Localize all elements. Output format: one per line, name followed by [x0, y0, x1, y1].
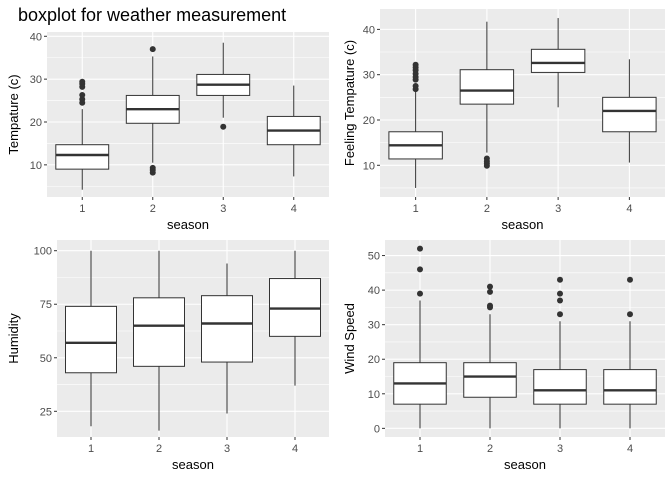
- outlier-point: [79, 92, 86, 98]
- figure-title: boxplot for weather measurement: [18, 5, 286, 25]
- box-season-4: [269, 250, 321, 386]
- box-season-1: [393, 245, 447, 429]
- y-tick-label: 20: [368, 354, 380, 366]
- y-tick-label: 20: [363, 115, 375, 127]
- y-tick-label: 10: [30, 160, 42, 172]
- iqr-box: [533, 369, 587, 405]
- x-tick-label: 1: [417, 443, 423, 455]
- chart-panel-3: 25 50 75 100 1 2 3 4 season Humidity: [6, 240, 329, 472]
- box-season-4: [603, 276, 657, 429]
- x-tick-label: 3: [224, 443, 230, 455]
- x-axis-title: season: [504, 457, 546, 472]
- outlier-point: [627, 311, 633, 318]
- y-tick-label: 40: [30, 31, 42, 43]
- x-axis-title: season: [172, 457, 214, 472]
- x-tick-label: 3: [555, 203, 561, 215]
- x-axis-title: season: [167, 217, 209, 232]
- box-season-4: [602, 59, 657, 163]
- x-tick-label: 4: [292, 443, 298, 455]
- box-season-2: [463, 283, 517, 429]
- outlier-point: [627, 276, 633, 283]
- outlier-point: [487, 283, 493, 290]
- outlier-point: [412, 61, 419, 68]
- plot-background: [47, 32, 329, 197]
- y-tick-label: 10: [363, 160, 375, 172]
- y-axis-title: Tempature (c): [6, 74, 21, 154]
- y-tick-label: 50: [40, 353, 52, 365]
- x-tick-label: 2: [487, 443, 493, 455]
- outlier-point: [557, 290, 563, 297]
- x-tick-label: 2: [484, 203, 490, 215]
- outlier-point: [483, 155, 490, 162]
- outlier-point: [79, 96, 86, 103]
- outlier-point: [487, 302, 493, 309]
- y-tick-label: 25: [40, 406, 52, 418]
- x-tick-label: 2: [156, 443, 162, 455]
- outlier-point: [220, 123, 227, 130]
- x-tick-label: 4: [291, 203, 297, 215]
- box-season-1: [388, 61, 443, 188]
- box-season-3: [533, 276, 587, 429]
- iqr-box: [459, 69, 515, 105]
- plot-background: [385, 240, 665, 437]
- chart-panel-1: 10 20 30 40 1 2 3 4 season Tempature (c): [6, 31, 329, 232]
- y-tick-label: 10: [368, 389, 380, 401]
- iqr-box: [530, 48, 586, 73]
- outlier-point: [487, 288, 493, 295]
- x-tick-label: 2: [150, 203, 156, 215]
- y-axis-title: Feeling Tempature (c): [342, 40, 357, 166]
- x-axis-title: season: [502, 217, 544, 232]
- box-season-1: [65, 250, 117, 427]
- y-tick-label: 30: [30, 74, 42, 86]
- x-tick-label: 1: [79, 203, 85, 215]
- box-season-1: [55, 78, 110, 190]
- box-season-3: [196, 42, 251, 130]
- y-tick-label: 30: [368, 320, 380, 332]
- iqr-box: [133, 297, 185, 367]
- outlier-point: [79, 78, 86, 85]
- outlier-point: [557, 276, 563, 283]
- y-tick-label: 20: [30, 117, 42, 129]
- y-tick-label: 0: [374, 423, 380, 435]
- chart-panel-2: 10 20 30 40 1 2 3 4 season Feeling Tempature (c): [342, 9, 665, 232]
- iqr-box: [65, 305, 117, 374]
- y-axis-title: Wind Speed: [342, 303, 357, 374]
- outlier-point: [149, 46, 156, 53]
- iqr-box: [602, 96, 657, 133]
- box-season-3: [530, 18, 586, 108]
- box-season-2: [459, 21, 515, 169]
- y-tick-label: 50: [368, 251, 380, 263]
- x-tick-label: 1: [413, 203, 419, 215]
- box-season-2: [133, 250, 185, 431]
- x-tick-label: 4: [627, 443, 633, 455]
- outlier-point: [557, 311, 563, 318]
- y-tick-label: 75: [40, 299, 52, 311]
- y-tick-label: 40: [368, 285, 380, 297]
- y-axis-title: Humidity: [6, 313, 21, 364]
- y-tick-label: 100: [34, 246, 52, 258]
- iqr-box: [603, 369, 657, 405]
- box-season-4: [266, 85, 321, 177]
- outlier-point: [417, 266, 423, 273]
- outlier-point: [149, 164, 156, 171]
- box-season-3: [201, 263, 253, 414]
- x-tick-label: 3: [557, 443, 563, 455]
- iqr-box: [201, 295, 253, 363]
- y-tick-label: 30: [363, 70, 375, 82]
- outlier-point: [417, 290, 423, 297]
- x-tick-label: 3: [220, 203, 226, 215]
- chart-panel-4: 0 10 20 30 40 50 1 2 3 4 season Wind Speed: [342, 240, 665, 472]
- iqr-box: [55, 144, 110, 170]
- outlier-point: [412, 83, 419, 90]
- box-season-2: [125, 46, 180, 176]
- x-tick-label: 4: [626, 203, 632, 215]
- x-tick-label: 1: [88, 443, 94, 455]
- y-tick-label: 40: [363, 24, 375, 36]
- outlier-point: [557, 297, 563, 304]
- outlier-point: [417, 245, 423, 252]
- iqr-box: [463, 362, 517, 398]
